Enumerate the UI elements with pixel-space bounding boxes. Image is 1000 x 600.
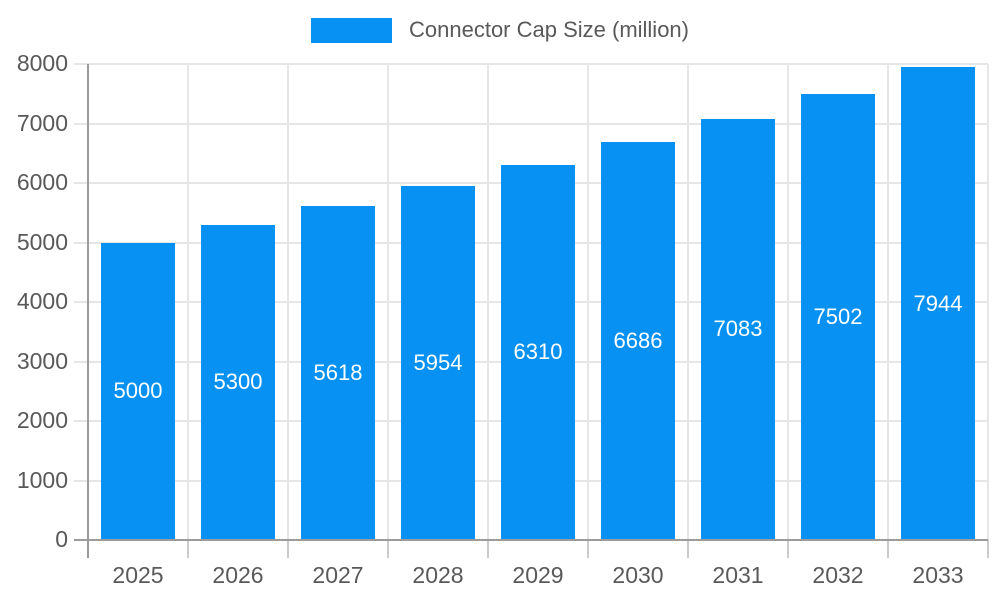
gridline-vertical	[487, 64, 489, 540]
gridline-vertical	[387, 64, 389, 540]
bar-value-label: 6686	[613, 328, 663, 354]
x-axis-tick-label: 2033	[912, 562, 964, 588]
x-axis-tick-label: 2026	[212, 562, 264, 588]
y-axis-tick-label: 3000	[16, 347, 68, 374]
y-axis-tick-label: 7000	[16, 109, 68, 136]
y-axis-tick-label: 2000	[16, 407, 68, 433]
x-axis-tick-label: 2031	[712, 562, 764, 588]
bar-value-label: 7502	[813, 303, 863, 329]
gridline-vertical	[787, 64, 789, 540]
bar-value-label: 5954	[413, 349, 463, 375]
x-axis-tick	[587, 540, 589, 558]
x-axis-tick-label: 2030	[612, 562, 664, 588]
y-axis-line	[87, 64, 89, 558]
y-axis-tick-label: 5000	[16, 228, 68, 255]
gridline-vertical	[587, 64, 589, 540]
x-axis-tick-label: 2028	[412, 562, 464, 588]
bar-2028	[401, 185, 475, 540]
x-axis-tick-label: 2027	[312, 562, 364, 588]
x-axis-tick	[287, 540, 289, 558]
gridline-vertical	[687, 64, 689, 540]
x-axis-tick-label: 2032	[812, 562, 864, 588]
x-axis-tick	[787, 540, 789, 558]
bar-2026	[201, 224, 275, 540]
x-axis-tick	[487, 540, 489, 558]
x-axis-tick	[387, 540, 389, 558]
bar-value-label: 5618	[313, 359, 363, 385]
x-axis-tick	[687, 540, 689, 558]
legend-swatch	[311, 17, 392, 43]
x-axis-tick	[887, 540, 889, 558]
legend-label: Connector Cap Size (million)	[409, 17, 689, 42]
bar-2027	[301, 205, 375, 540]
gridline-vertical	[887, 64, 889, 540]
y-axis-tick-label: 1000	[16, 466, 68, 493]
x-axis-tick	[987, 540, 989, 558]
gridline-horizontal	[74, 122, 988, 125]
gridline-vertical	[987, 64, 989, 540]
chart-legend: Connector Cap Size (million)	[0, 17, 1000, 43]
bar-2033	[901, 67, 975, 540]
bar-value-label: 5000	[113, 378, 163, 404]
x-axis-tick	[187, 540, 189, 558]
bar-2030	[601, 142, 675, 540]
bar-2031	[701, 118, 775, 540]
x-axis-tick-label: 2025	[112, 562, 164, 588]
bar-value-label: 6310	[513, 339, 563, 365]
y-axis-tick-label: 8000	[16, 50, 68, 76]
bar-value-label: 7944	[913, 290, 963, 316]
gridline-vertical	[287, 64, 289, 540]
bar-value-label: 7083	[713, 316, 763, 342]
bar-2029	[501, 164, 575, 540]
y-axis-tick-label: 6000	[16, 169, 68, 195]
x-axis-tick-label: 2029	[512, 562, 564, 588]
x-axis-line	[74, 539, 988, 541]
y-axis-tick-label: 4000	[16, 288, 68, 314]
bar-2025	[101, 242, 175, 540]
gridline-vertical	[187, 64, 189, 540]
y-axis-tick-label: 0	[55, 526, 68, 552]
bar-value-label: 5300	[213, 369, 263, 395]
gridline-horizontal	[74, 63, 988, 65]
bar-2032	[801, 93, 875, 540]
